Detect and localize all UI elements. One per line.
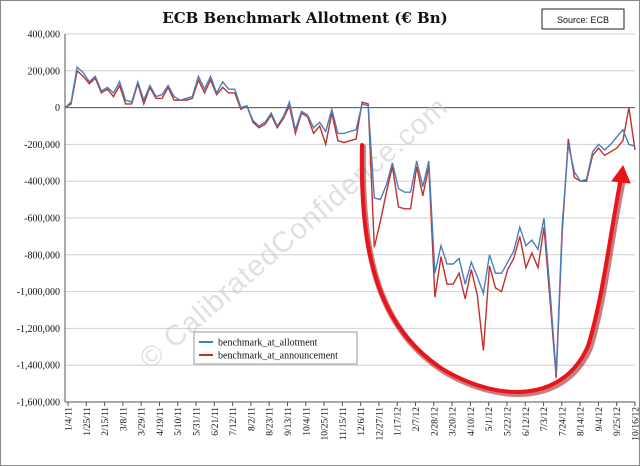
y-tick-label: -1,000,000 xyxy=(17,287,60,298)
x-tick-label: 5/1/12 xyxy=(485,407,495,432)
y-tick-label: -400,000 xyxy=(24,177,60,188)
x-axis-ticks: 1/4/11 1/25/11 2/15/11 3/8/11 3/29/11 4/19/11… xyxy=(65,402,640,441)
series-line-announcement xyxy=(64,69,636,379)
x-tick-label: 8/2/11 xyxy=(247,407,257,431)
y-axis-ticks: 400,000 200,000 0 -200,000 -400,000 -600,000 -… xyxy=(17,30,60,409)
series-lines xyxy=(64,65,636,379)
x-tick-label: 7/12/11 xyxy=(229,407,239,436)
x-tick-label: 11/15/11 xyxy=(339,407,349,440)
legend-box xyxy=(193,331,358,365)
x-tick-label: 10/25/11 xyxy=(321,407,331,441)
y-tick-label: -1,600,000 xyxy=(17,398,60,409)
x-tick-label: 6/21/11 xyxy=(211,407,221,436)
x-tick-label: 2/15/11 xyxy=(101,407,111,436)
x-tick-label: 4/19/11 xyxy=(156,407,166,436)
annotation-curve xyxy=(359,143,623,394)
x-tick-label: 4/10/12 xyxy=(467,407,477,436)
x-tick-label: 9/4/12 xyxy=(595,407,605,432)
legend-label-allotment: benchmark_at_allotment xyxy=(218,338,318,349)
x-tick-label: 7/3/12 xyxy=(540,407,550,432)
x-tick-label: 7/24/12 xyxy=(558,407,568,436)
x-tick-label: 12/6/11 xyxy=(357,407,367,436)
series-line-allotment xyxy=(64,65,636,375)
x-tick-label: 5/31/11 xyxy=(193,407,203,436)
x-tick-label: 1/25/11 xyxy=(83,407,93,436)
y-tick-label: -1,200,000 xyxy=(17,324,60,335)
annotation-arrowhead xyxy=(611,164,631,184)
y-tick-label: 0 xyxy=(55,103,60,114)
chart-title: ECB Benchmark Allotment (€ Bn) xyxy=(162,9,447,27)
source-box xyxy=(541,8,625,30)
x-tick-label: 8/14/12 xyxy=(577,407,587,436)
x-tick-label: 8/23/11 xyxy=(266,407,276,436)
source-note: Source: ECB xyxy=(557,15,609,25)
annotation xyxy=(359,143,631,397)
x-tick-label: 1/17/12 xyxy=(394,407,404,436)
y-tick-label: -200,000 xyxy=(24,140,60,151)
y-tick-label: 400,000 xyxy=(28,30,61,41)
x-tick-label: 2/7/12 xyxy=(412,407,422,432)
x-tick-label: 3/29/11 xyxy=(138,407,148,436)
x-tick-label: 6/12/12 xyxy=(522,407,532,436)
grid xyxy=(64,33,635,403)
x-tick-label: 9/25/12 xyxy=(613,407,623,436)
legend: benchmark_at_allotment benchmark_at_annou… xyxy=(193,331,358,365)
x-tick-label: 3/8/11 xyxy=(119,407,129,431)
x-tick-label: 1/4/11 xyxy=(65,407,75,431)
legend-label-announcement: benchmark_at_announcement xyxy=(218,351,338,362)
y-tick-label: -1,400,000 xyxy=(17,361,60,372)
y-tick-label: -800,000 xyxy=(24,250,60,261)
x-tick-label: 5/10/11 xyxy=(174,407,184,436)
x-tick-label: 10/4/11 xyxy=(302,407,312,436)
x-tick-label: 9/13/11 xyxy=(284,407,294,436)
x-tick-label: 12/27/11 xyxy=(375,407,385,441)
x-tick-label: 5/22/12 xyxy=(503,407,513,436)
y-tick-label: -600,000 xyxy=(24,214,60,225)
y-tick-label: 200,000 xyxy=(28,66,61,77)
x-tick-label: 2/28/12 xyxy=(430,407,440,436)
x-tick-label: 3/20/12 xyxy=(449,407,459,436)
x-tick-label: 10/16/12 xyxy=(632,407,640,441)
